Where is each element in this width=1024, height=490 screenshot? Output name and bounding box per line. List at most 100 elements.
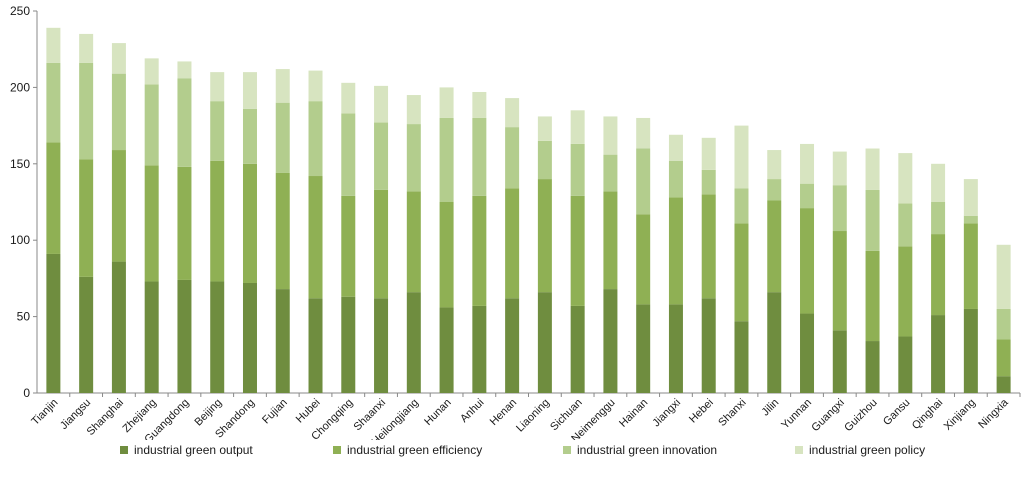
bar-segment-innovation	[636, 148, 651, 215]
bar-segment-output	[210, 281, 225, 393]
bar-segment-efficiency	[800, 208, 815, 314]
bar-segment-efficiency	[144, 165, 159, 282]
bar-segment-policy	[275, 69, 290, 103]
bar-segment-policy	[242, 72, 257, 109]
bar-segment-policy	[46, 27, 61, 63]
bar-segment-policy	[144, 58, 159, 85]
legend-label: industrial green policy	[809, 443, 926, 457]
legend-item: industrial green policy	[795, 440, 995, 460]
bar-segment-efficiency	[46, 142, 61, 254]
x-tick-label: Ningxia	[976, 396, 1011, 431]
bar-segment-efficiency	[734, 223, 749, 322]
legend-swatch-innovation	[563, 446, 571, 454]
bar-segment-innovation	[701, 169, 716, 195]
bar-segment-policy	[668, 134, 683, 161]
bar-segment-innovation	[865, 189, 880, 251]
x-tick-label: Hunan	[422, 397, 453, 428]
legend-item: industrial green output	[120, 440, 333, 460]
bar-segment-efficiency	[636, 214, 651, 305]
bar-segment-output	[308, 298, 323, 393]
x-tick-label: Guangxi	[809, 397, 846, 434]
bar-segment-innovation	[341, 113, 356, 196]
bar-segment-output	[931, 315, 946, 393]
bar-segment-policy	[865, 148, 880, 190]
y-tick-label: 50	[17, 310, 31, 324]
bar-segment-output	[275, 289, 290, 393]
x-tick-label: Liaoning	[514, 397, 552, 435]
legend-swatch-efficiency	[333, 446, 341, 454]
bar-segment-efficiency	[931, 234, 946, 316]
bar-segment-innovation	[46, 62, 61, 143]
x-tick-label: Tianjin	[29, 397, 60, 428]
bar-segment-policy	[701, 137, 716, 170]
x-tick-label: Gansu	[881, 397, 912, 428]
x-tick-label: Henan	[488, 397, 519, 428]
bar-segment-policy	[800, 143, 815, 184]
bar-segment-policy	[111, 43, 126, 74]
bar-segment-output	[603, 289, 618, 393]
bar-segment-efficiency	[406, 191, 421, 293]
bar-segment-efficiency	[111, 150, 126, 262]
bar-segment-innovation	[832, 185, 847, 232]
x-tick-label: Fujian	[260, 397, 290, 427]
x-tick-label: Xinjiang	[942, 397, 978, 433]
bar-segment-output	[767, 292, 782, 393]
bar-segment-efficiency	[275, 172, 290, 290]
legend-swatch-policy	[795, 446, 803, 454]
bar-segment-innovation	[570, 143, 585, 196]
bar-segment-output	[46, 253, 61, 393]
bar-segment-innovation	[308, 101, 323, 177]
legend-item: industrial green innovation	[563, 440, 795, 460]
bar-segment-policy	[472, 91, 487, 118]
x-tick-label: Jiangxi	[650, 397, 683, 430]
bar-segment-output	[996, 376, 1011, 393]
bar-segment-policy	[341, 82, 356, 114]
bar-segment-output	[734, 321, 749, 393]
bar-segment-output	[832, 330, 847, 393]
bar-segment-output	[898, 336, 913, 393]
bar-segment-policy	[505, 98, 520, 128]
x-tick-label: Hebei	[687, 397, 716, 426]
bar-segment-innovation	[767, 179, 782, 201]
bar-segment-output	[79, 276, 94, 393]
bar-segment-efficiency	[865, 250, 880, 342]
bar-segment-efficiency	[996, 339, 1011, 377]
bar-segment-output	[505, 298, 520, 393]
bar-segment-output	[406, 292, 421, 393]
x-tick-label: Beijing	[192, 397, 224, 429]
bar-segment-efficiency	[603, 191, 618, 290]
bar-segment-innovation	[603, 154, 618, 192]
chart-plot: 050100150200250TianjinJiangsuShanghaiZhe…	[10, 4, 1021, 448]
bar-segment-output	[701, 298, 716, 393]
bar-segment-policy	[439, 87, 454, 118]
bar-segment-policy	[406, 95, 421, 125]
bar-segment-efficiency	[439, 202, 454, 308]
bar-segment-efficiency	[668, 197, 683, 305]
bar-segment-efficiency	[505, 188, 520, 299]
x-tick-label: Qinghai	[910, 397, 945, 432]
bar-segment-output	[865, 341, 880, 393]
bar-segment-output	[242, 282, 257, 393]
bar-segment-policy	[570, 110, 585, 144]
legend-item: industrial green efficiency	[333, 440, 563, 460]
legend-label: industrial green efficiency	[347, 443, 483, 457]
bar-segment-output	[177, 279, 192, 393]
bar-segment-policy	[374, 85, 389, 123]
y-tick-label: 150	[10, 157, 30, 171]
bar-segment-innovation	[242, 108, 257, 164]
bar-segment-efficiency	[308, 176, 323, 299]
bar-segment-output	[472, 305, 487, 393]
bar-segment-policy	[734, 125, 749, 189]
bar-segment-innovation	[79, 62, 94, 160]
bar-segment-innovation	[111, 73, 126, 151]
bar-segment-innovation	[275, 102, 290, 173]
bar-segment-policy	[308, 70, 323, 102]
bar-segment-innovation	[800, 183, 815, 209]
bar-segment-innovation	[210, 101, 225, 161]
x-tick-label: Hubei	[294, 397, 323, 426]
bar-segment-output	[374, 298, 389, 393]
bar-segment-efficiency	[242, 163, 257, 283]
x-tick-label: Jilin	[759, 397, 781, 419]
bar-segment-innovation	[537, 140, 552, 180]
bar-segment-output	[800, 313, 815, 393]
